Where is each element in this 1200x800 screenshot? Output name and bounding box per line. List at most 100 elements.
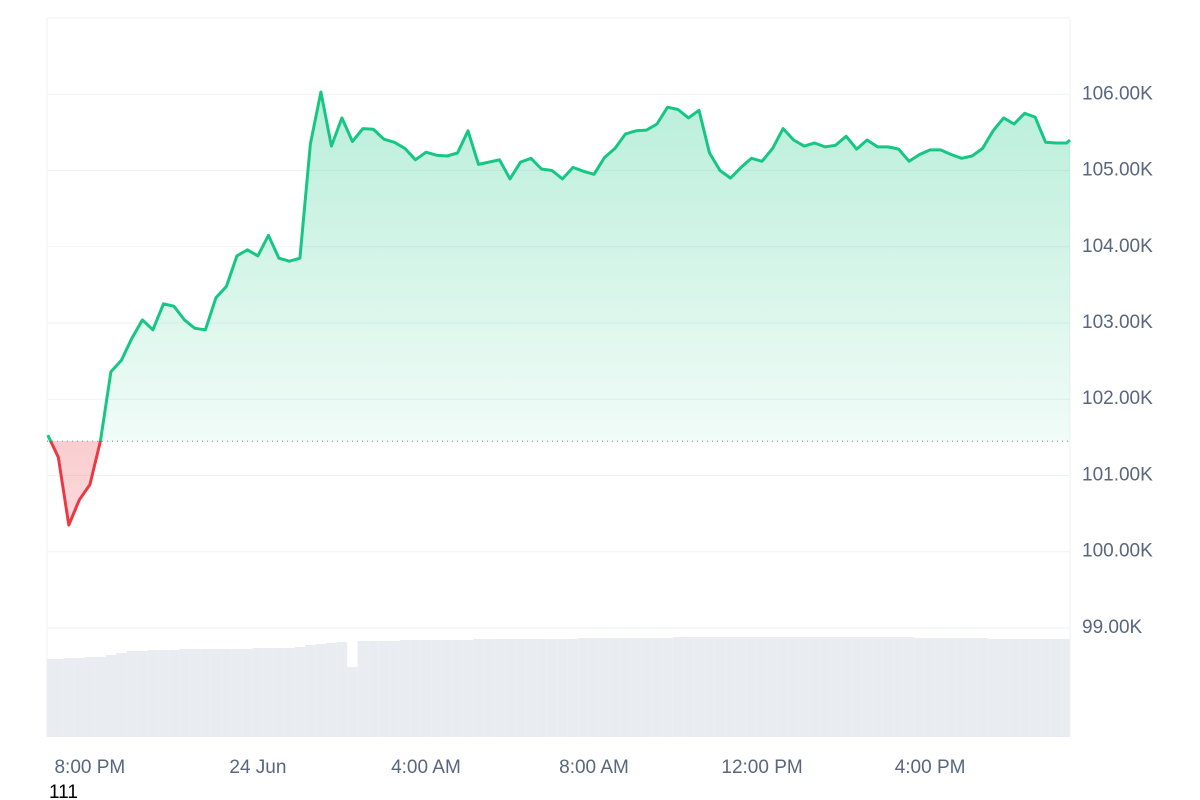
volume-bar [47,659,58,737]
volume-bar [326,643,337,737]
volume-bar [504,639,516,737]
volume-bar [231,649,243,737]
volume-bar [189,649,201,737]
volume-bar [483,639,495,737]
volume-bar [294,647,306,737]
volume-bar [641,638,652,737]
volume-bar [588,638,600,737]
volume-bar [431,640,442,737]
volume-bar [305,645,316,737]
volume-bar [987,639,999,737]
volume-bar [441,640,453,737]
volume-bar [725,637,736,737]
volume-bar [798,637,810,737]
y-tick-label: 102.00K [1082,388,1153,409]
volume-bar [63,658,75,737]
volume-bar [977,638,988,737]
volume-bar [84,657,96,737]
volume-bar [515,639,526,737]
volume-bar [840,637,852,737]
volume-bar [179,649,190,737]
volume-bar [956,638,967,737]
volume-bar [693,637,705,737]
volume-bar [830,637,841,737]
price-line [46,90,1071,527]
volume-bar [410,640,421,737]
volume-bar [473,639,484,737]
x-tick-label: 8:00 AM [559,757,629,778]
volume-bar [935,638,946,737]
volume-bar [546,639,558,737]
volume-bar [683,637,694,737]
volume-bar [357,641,369,737]
volume-bar [861,637,873,737]
volume-bar [620,638,631,737]
volume-bar [95,657,106,737]
volume-bar [914,638,925,737]
volume-bar [252,648,264,737]
volume-bar [221,649,232,737]
volume-bar [662,638,673,737]
volume-bar [462,640,474,737]
y-tick-label: 105.00K [1082,160,1153,181]
volume-bar [336,642,348,737]
volume-bar [368,641,379,737]
volume-bar [315,644,327,737]
volume-bar [210,649,222,737]
volume-bar [966,638,978,737]
volume-bar [746,637,757,737]
volume-bar [273,648,285,737]
volume-bar [599,638,610,737]
volume-bar [945,638,957,737]
volume-bar [704,637,715,737]
volume-bar [200,649,211,737]
volume-bar [399,640,411,737]
volume-bar [347,667,358,737]
volume-bar [284,648,295,737]
volume-bar [242,649,253,737]
x-tick-label: 12:00 PM [721,757,802,778]
volume-bar [903,637,915,737]
volume-bar [116,653,127,737]
volume-bar [158,650,169,737]
volume-bar [1050,639,1062,737]
volume-bar [137,651,148,737]
volume-bar [567,639,579,737]
volume-bar [389,641,400,737]
volume-bar [536,639,547,737]
area [47,92,1071,525]
footnote: 111 [49,782,78,800]
volume-bar [263,648,274,737]
volume-bar [74,658,85,737]
volume-bar [882,637,894,737]
x-tick-label: 24 Jun [229,757,286,778]
volume-bar [525,639,537,737]
y-tick-label: 106.00K [1082,83,1153,104]
x-tick-label: 4:00 PM [895,757,966,778]
volume-bar [756,637,768,737]
y-tick-label: 99.00K [1082,617,1143,638]
y-tick-label: 100.00K [1082,541,1153,562]
volume-bar [168,650,180,737]
volume-bar [767,637,778,737]
x-tick-label: 4:00 AM [391,757,461,778]
volume-bar [1029,639,1041,737]
volume-bar [924,638,936,737]
volume-bar [998,639,1009,737]
y-tick-label: 101.00K [1082,464,1153,485]
x-tick-label: 8:00 PM [54,757,125,778]
volume-bar [1040,639,1051,737]
volume-bar [809,637,820,737]
volume-bar [819,637,831,737]
volume-bar [714,637,726,737]
volume-bar [1019,639,1030,737]
volume-bar [872,637,883,737]
volume-bar [494,639,505,737]
volume-bar [651,638,663,737]
volume-bar [777,637,789,737]
volume-bar [378,641,390,737]
volume-bar [1008,639,1020,737]
volume-bar [147,650,159,737]
